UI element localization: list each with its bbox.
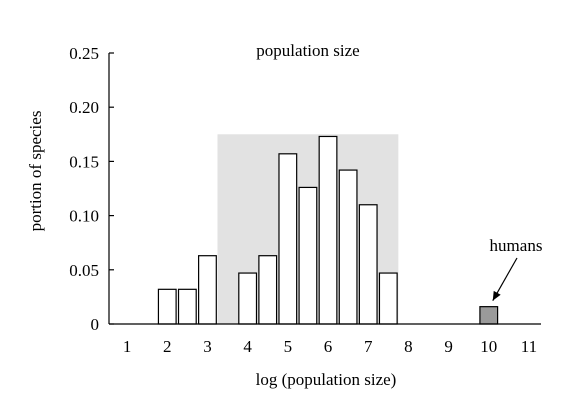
x-tick-label: 4 [243, 337, 252, 356]
histogram-bar [278, 153, 298, 325]
x-tick-label: 11 [521, 337, 537, 356]
histogram-bar [198, 255, 217, 325]
histogram-bar [358, 204, 378, 325]
x-tick-label: 7 [364, 337, 373, 356]
histogram-bar [258, 255, 278, 325]
y-axis-label: portion of species [26, 111, 45, 232]
x-tick-label: 1 [123, 337, 132, 356]
x-tick-label: 8 [404, 337, 413, 356]
histogram-bar [298, 186, 318, 325]
chart-title: population size [256, 41, 359, 60]
y-tick-label: 0.20 [69, 98, 99, 117]
histogram-bar [157, 288, 177, 325]
histogram-bar [177, 288, 197, 325]
humans-annotation-arrowhead [492, 290, 501, 301]
y-tick-label: 0 [91, 315, 100, 334]
histogram-bar [479, 306, 499, 325]
x-axis-label: log (population size) [256, 370, 397, 389]
histogram-bar [238, 272, 258, 325]
y-tick-label: 0.05 [69, 261, 99, 280]
x-tick-label: 3 [203, 337, 212, 356]
histogram-bar [318, 135, 338, 325]
y-tick-label: 0.15 [69, 152, 99, 171]
humans-annotation-label: humans [490, 236, 543, 255]
x-tick-label: 5 [284, 337, 293, 356]
x-tick-label: 6 [324, 337, 333, 356]
histogram-bar [378, 272, 398, 325]
histogram-bar [338, 169, 358, 325]
y-tick-label: 0.25 [69, 44, 99, 63]
y-tick-label: 0.10 [69, 207, 99, 226]
x-tick-label: 9 [444, 337, 453, 356]
x-tick-label: 10 [480, 337, 497, 356]
x-tick-label: 2 [163, 337, 172, 356]
